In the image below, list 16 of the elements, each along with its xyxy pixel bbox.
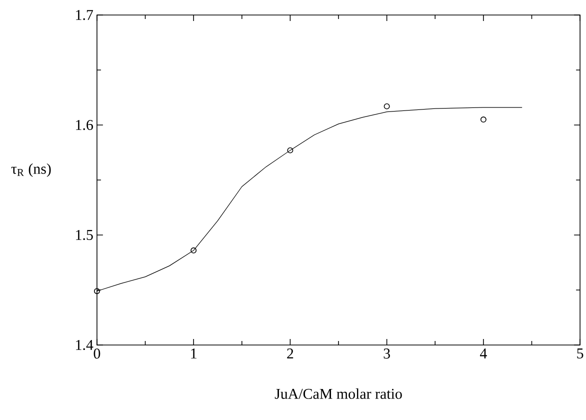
point bbox=[384, 103, 390, 110]
x-tick-label: 1 bbox=[191, 348, 196, 358]
x-tick-label: 2 bbox=[287, 348, 294, 358]
x-tick-label: 3 bbox=[384, 348, 390, 359]
y-tick-label: 1.7 bbox=[76, 10, 93, 20]
x-tick-label: 0 bbox=[94, 348, 100, 359]
y-tick-label: 1.5 bbox=[76, 230, 93, 240]
point bbox=[480, 116, 486, 122]
x-tick-label: 4 bbox=[480, 348, 487, 358]
y-axis-title: τ$_{R}$ (ns) bbox=[11, 163, 51, 177]
point bbox=[287, 147, 294, 154]
x-axis-title: JuA/CaM molar ratio bbox=[274, 388, 402, 399]
y-tick-label: 1.4 bbox=[76, 340, 94, 350]
y-tick-label: 1.6 bbox=[76, 120, 93, 130]
x-tick-label: 5 bbox=[577, 348, 584, 358]
point bbox=[190, 247, 197, 254]
